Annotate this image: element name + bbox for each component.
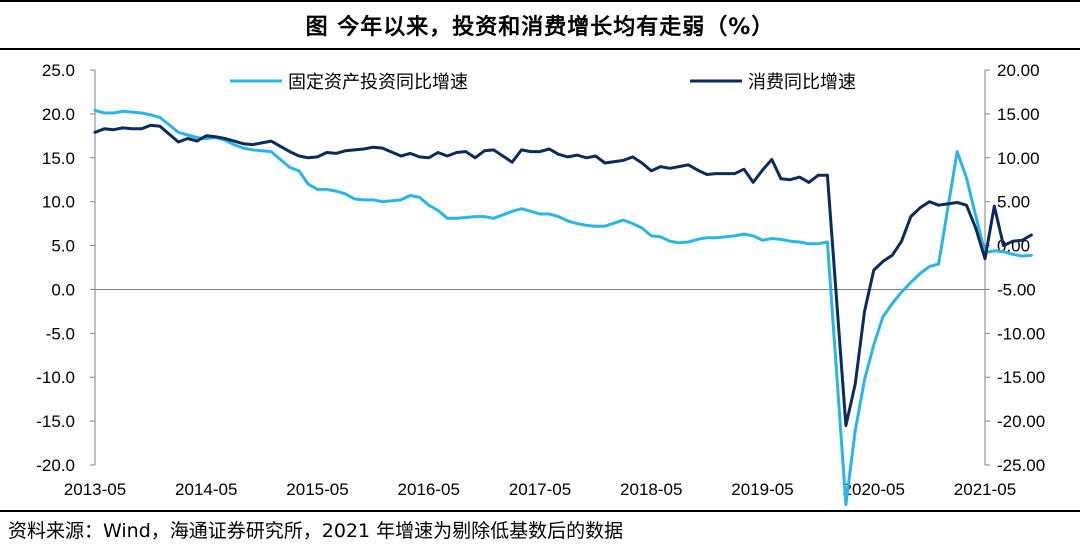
left-axis-tick-label: -15.0 — [36, 412, 75, 431]
left-axis-tick-label: 25.0 — [42, 61, 75, 80]
right-axis-tick-label: 5.00 — [997, 193, 1030, 212]
x-axis-tick-label: 2014-05 — [175, 480, 237, 499]
right-axis-tick-label: 20.00 — [997, 61, 1040, 80]
x-axis-tick-label: 2019-05 — [731, 480, 793, 499]
x-axis-tick-label: 2018-05 — [620, 480, 682, 499]
left-axis-tick-label: 0.0 — [51, 280, 75, 299]
left-axis-tick-label: -5.0 — [46, 324, 75, 343]
left-axis-tick-label: 10.0 — [42, 193, 75, 212]
x-axis-tick-label: 2013-05 — [64, 480, 126, 499]
left-axis-tick-label: 20.0 — [42, 105, 75, 124]
left-axis-tick-label: 15.0 — [42, 149, 75, 168]
x-axis-tick-label: 2015-05 — [286, 480, 348, 499]
right-axis-tick-label: 10.00 — [997, 149, 1040, 168]
right-axis-tick-label: -15.00 — [997, 368, 1045, 387]
legend-label: 固定资产投资同比增速 — [288, 72, 468, 92]
right-axis-tick-label: -25.00 — [997, 456, 1045, 475]
left-axis-tick-label: -20.0 — [36, 456, 75, 475]
source-note-bar: 资料来源：Wind，海通证券研究所，2021 年增速为剔除低基数后的数据 — [0, 510, 1080, 546]
line-chart: 25.0 20.0 15.0 10.0 5.0 0.0 -5.0 -10.0 -15.0 -20.… — [36, 61, 1045, 506]
left-axis-tick-label: -10.0 — [36, 368, 75, 387]
right-axis-tick-label: -20.00 — [997, 412, 1045, 431]
chart-title-bar: 图 今年以来，投资和消费增长均有走弱（%） — [0, 0, 1080, 50]
chart-title: 图 今年以来，投资和消费增长均有走弱（%） — [305, 15, 775, 40]
right-axis-tick-label: 15.00 — [997, 105, 1040, 124]
left-axis-tick-label: 5.0 — [51, 237, 75, 256]
x-axis-tick-label: 2021-05 — [954, 480, 1016, 499]
consumption-series-line — [93, 123, 1033, 427]
legend-label: 消费同比增速 — [748, 72, 856, 92]
investment-series-line — [93, 108, 1033, 506]
right-axis-tick-label: -10.00 — [997, 324, 1045, 343]
right-axis-tick-label: -5.00 — [997, 280, 1036, 299]
x-axis-tick-label: 2017-05 — [509, 480, 571, 499]
x-axis-tick-label: 2016-05 — [398, 480, 460, 499]
source-note: 资料来源：Wind，海通证券研究所，2021 年增速为剔除低基数后的数据 — [8, 519, 624, 542]
x-axis-tick-label: 2020-05 — [843, 480, 905, 499]
